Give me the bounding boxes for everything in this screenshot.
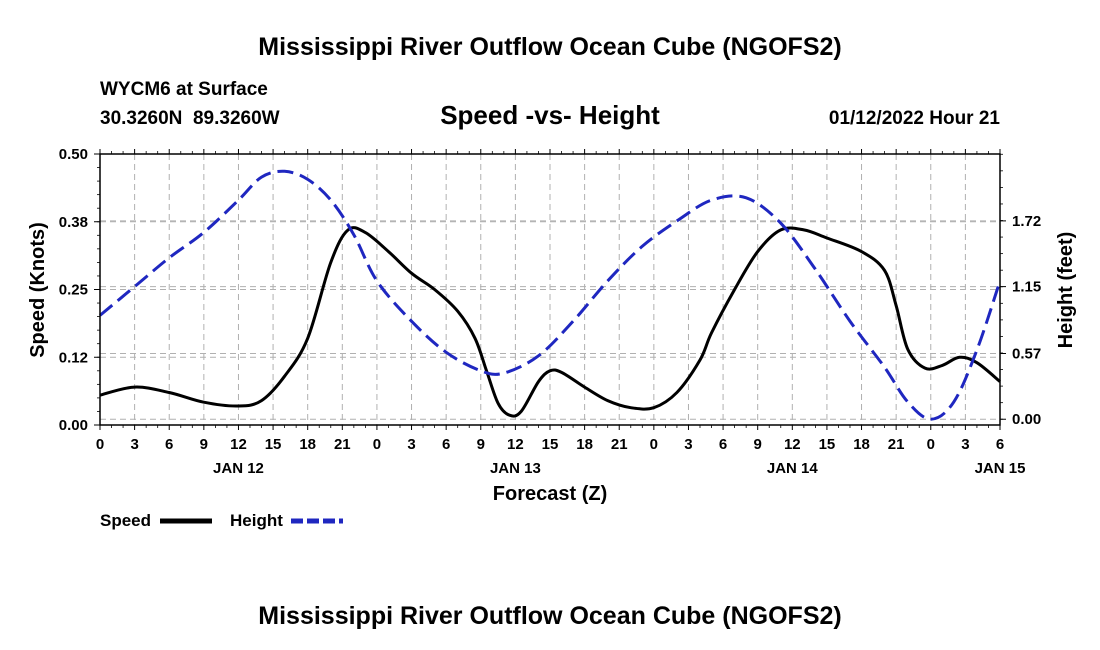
x-tick-label: 9	[477, 436, 485, 453]
x-tick-label: 21	[334, 436, 351, 453]
x-axis-label: Forecast (Z)	[493, 483, 607, 505]
x-tick-label: 0	[650, 436, 658, 453]
y-right-tick-label: 1.72	[1012, 213, 1041, 230]
grid	[100, 154, 1000, 425]
x-tick-label: 12	[507, 436, 524, 453]
y-left-tick-label: 0.12	[59, 349, 88, 366]
y-axis-left-label: Speed (Knots)	[27, 222, 49, 358]
series-height-line	[99, 169, 1002, 421]
chart-subtitle: Speed -vs- Height	[440, 100, 660, 130]
x-tick-label: 21	[611, 436, 628, 453]
x-tick-label: 3	[684, 436, 692, 453]
x-tick-label: 0	[96, 436, 104, 453]
x-tick-label: 9	[200, 436, 208, 453]
x-tick-label: 21	[888, 436, 905, 453]
x-tick-label: 6	[442, 436, 450, 453]
x-tick-label: 18	[853, 436, 870, 453]
y-left-tick-label: 0.50	[59, 146, 88, 163]
x-tick-label: 15	[265, 436, 282, 453]
legend-label-speed: Speed	[100, 511, 151, 530]
x-tick-label: 15	[542, 436, 559, 453]
series-speed-line	[99, 226, 1001, 418]
station-label: WYCM6 at Surface	[100, 79, 268, 100]
y-right-tick-label: 1.15	[1012, 279, 1041, 296]
x-tick-label: 12	[784, 436, 801, 453]
x-tick-label: 3	[130, 436, 138, 453]
x-tick-label: 6	[165, 436, 173, 453]
x-tick-label: 15	[819, 436, 836, 453]
x-day-label: JAN 12	[213, 460, 264, 477]
x-tick-label: 0	[373, 436, 381, 453]
x-tick-label: 18	[576, 436, 593, 453]
x-tick-label: 12	[230, 436, 247, 453]
coordinates-label: 30.3260N 89.3260W	[100, 108, 280, 129]
x-day-label: JAN 13	[490, 460, 541, 477]
y-left-tick-label: 0.38	[59, 214, 88, 231]
legend-label-height: Height	[230, 511, 283, 530]
chart-title: Mississippi River Outflow Ocean Cube (NG…	[258, 33, 841, 61]
x-tick-label: 6	[719, 436, 727, 453]
chart-title-repeat: Mississippi River Outflow Ocean Cube (NG…	[258, 602, 841, 630]
forecast-datetime: 01/12/2022 Hour 21	[829, 108, 1001, 129]
y-left-tick-label: 0.25	[59, 282, 88, 299]
y-right-tick-label: 0.00	[1012, 411, 1041, 428]
x-tick-label: 3	[961, 436, 969, 453]
series-layer	[99, 169, 1002, 421]
axes: 0 3 6 9 12 15 18 21 0 3 6 9 12 15 18 21 0 3 6 9 12 15 18 21 0 3 6 J…	[59, 146, 1041, 477]
x-day-label: JAN 14	[767, 460, 819, 477]
x-tick-label: 3	[407, 436, 415, 453]
y-left-tick-label: 0.00	[59, 417, 88, 434]
y-right-tick-label: 0.57	[1012, 346, 1041, 363]
y-axis-right-label: Height (feet)	[1055, 232, 1077, 349]
x-tick-label: 0	[927, 436, 935, 453]
x-tick-label: 18	[299, 436, 316, 453]
x-day-label: JAN 15	[975, 460, 1026, 477]
legend: Speed Height	[100, 511, 343, 530]
x-tick-label: 9	[754, 436, 762, 453]
x-tick-label: 6	[996, 436, 1004, 453]
